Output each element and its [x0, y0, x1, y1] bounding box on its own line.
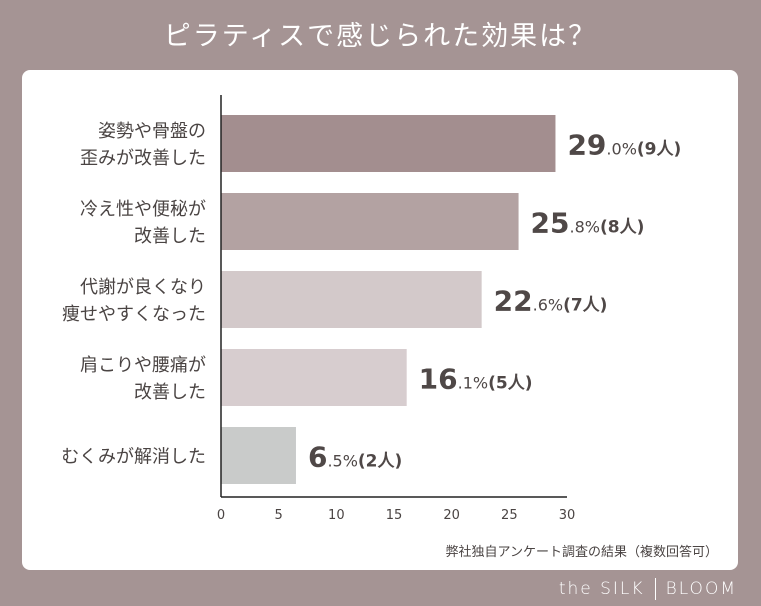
- data-label-count: (8人): [600, 218, 644, 238]
- data-label: 16.1%(5人): [419, 363, 533, 396]
- x-tick-label: 10: [328, 508, 345, 523]
- category-label: 姿勢や骨盤の: [98, 121, 206, 142]
- x-tick-label: 20: [443, 508, 460, 523]
- data-label-dec: .0%: [606, 140, 636, 159]
- bar: [221, 115, 556, 172]
- brand-divider: [654, 578, 656, 600]
- data-label-main: 16: [419, 363, 458, 396]
- data-label-main: 25: [531, 207, 570, 240]
- category-label: 歪みが改善した: [80, 148, 206, 169]
- data-label-main: 22: [494, 285, 533, 318]
- x-tick-label: 30: [559, 508, 576, 523]
- data-label-dec: .8%: [570, 218, 600, 237]
- category-label: 肩こりや腰痛が: [80, 355, 206, 376]
- data-label-dec: .6%: [533, 296, 563, 315]
- data-label-main: 29: [567, 129, 606, 162]
- x-tick-label: 15: [386, 508, 403, 523]
- category-label: 痩せやすくなった: [62, 304, 206, 325]
- brand-left: the SILK: [558, 579, 645, 599]
- bar: [221, 271, 482, 328]
- data-label: 22.6%(7人): [494, 285, 608, 318]
- data-label-dec: .5%: [327, 452, 357, 471]
- x-tick-label: 5: [275, 508, 283, 523]
- bar: [221, 427, 296, 484]
- category-label: 改善した: [134, 382, 206, 403]
- bar: [221, 349, 407, 406]
- data-label-main: 6: [308, 441, 327, 474]
- data-label-count: (5人): [488, 374, 532, 394]
- category-label: 冷え性や便秘が: [80, 199, 206, 220]
- source-note: 弊社独自アンケート調査の結果（複数回答可）: [446, 544, 718, 560]
- category-label: むくみが解消した: [61, 447, 206, 468]
- category-label: 改善した: [134, 226, 206, 247]
- chart-title: ピラティスで感じられた効果は？: [163, 21, 598, 52]
- data-label-count: (2人): [358, 452, 402, 472]
- data-label: 25.8%(8人): [531, 207, 645, 240]
- x-tick-label: 0: [217, 508, 225, 523]
- data-label-dec: .1%: [458, 374, 488, 393]
- x-tick-label: 25: [501, 508, 518, 523]
- data-label-count: (9人): [637, 140, 681, 160]
- bar: [221, 193, 519, 250]
- data-label-count: (7人): [563, 296, 607, 316]
- brand-right: BLOOM: [665, 579, 737, 599]
- category-label: 代謝が良くなり: [80, 277, 206, 298]
- brand-logo: the SILK BLOOM: [559, 578, 737, 600]
- data-label: 6.5%(2人): [308, 441, 402, 474]
- data-label: 29.0%(9人): [567, 129, 681, 162]
